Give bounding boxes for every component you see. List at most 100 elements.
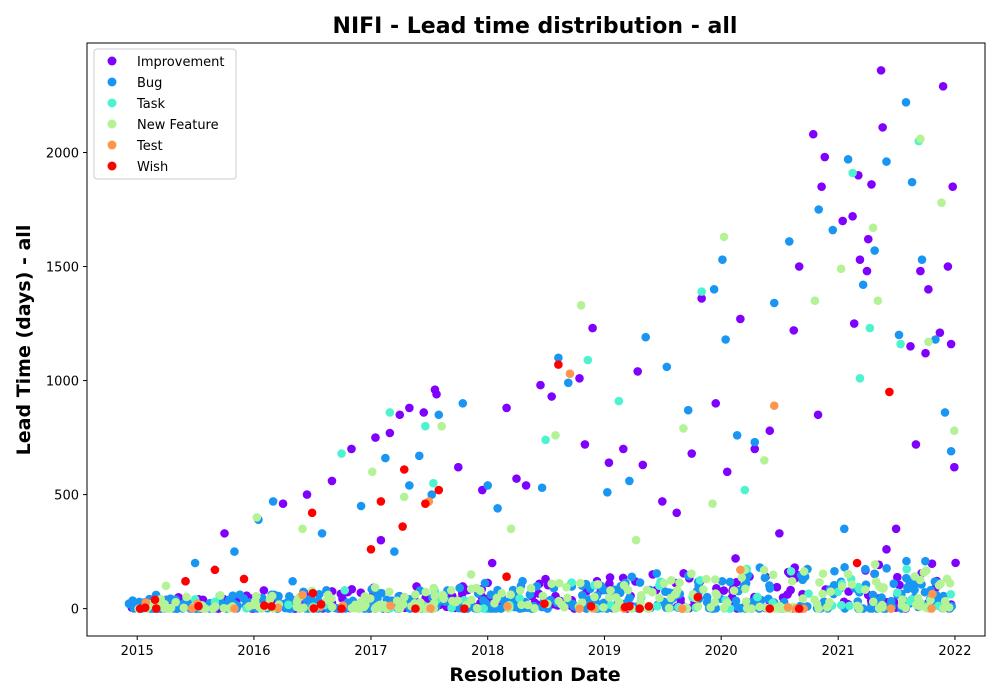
data-point — [924, 285, 933, 294]
data-point — [765, 426, 775, 436]
data-point — [432, 389, 441, 399]
data-point — [395, 604, 405, 613]
data-point — [575, 604, 584, 613]
x-tick-label: 2018 — [471, 644, 504, 659]
data-point — [877, 593, 886, 602]
data-point — [818, 589, 827, 599]
data-point — [150, 595, 160, 605]
data-point — [741, 584, 750, 594]
x-tick-label: 2015 — [121, 644, 154, 659]
data-point — [316, 600, 326, 609]
data-point — [949, 462, 959, 472]
data-point — [946, 446, 956, 456]
data-point — [210, 602, 220, 611]
data-point — [563, 593, 572, 603]
data-point — [267, 591, 277, 601]
data-point — [838, 216, 847, 226]
data-point — [919, 568, 929, 577]
y-axis-label: Lead Time (days) - all — [13, 225, 35, 456]
data-point — [852, 558, 862, 568]
data-point — [392, 596, 402, 606]
data-point — [541, 435, 550, 445]
data-point — [429, 478, 438, 488]
data-point — [799, 567, 809, 576]
data-point — [736, 565, 745, 575]
data-point — [411, 604, 420, 613]
data-point — [843, 569, 853, 579]
data-point — [765, 584, 775, 593]
data-point — [706, 603, 715, 612]
data-point — [216, 590, 225, 600]
data-point — [181, 576, 190, 586]
data-point — [907, 177, 917, 187]
data-point — [530, 603, 539, 613]
data-point — [161, 581, 171, 591]
data-point — [179, 603, 189, 613]
data-point — [804, 589, 813, 598]
data-point — [278, 499, 288, 509]
data-point — [826, 587, 835, 596]
data-point — [390, 547, 399, 556]
data-point — [878, 123, 887, 132]
data-point — [472, 583, 481, 593]
legend-marker — [107, 77, 117, 87]
data-point — [940, 408, 950, 417]
data-point — [536, 380, 545, 390]
data-point — [711, 589, 720, 598]
data-point — [886, 604, 896, 613]
data-point — [894, 330, 904, 340]
data-point — [820, 152, 830, 162]
x-tick-label: 2022 — [938, 644, 971, 659]
data-point — [562, 582, 571, 592]
data-point — [194, 601, 203, 611]
data-point — [515, 586, 525, 595]
data-point — [235, 590, 245, 599]
data-point — [386, 601, 395, 611]
data-point — [376, 535, 386, 545]
data-point — [604, 593, 614, 602]
data-point — [670, 590, 680, 599]
data-point — [455, 583, 464, 593]
data-point — [860, 585, 870, 594]
data-point — [586, 602, 596, 611]
data-point — [437, 421, 446, 431]
data-point — [523, 600, 533, 610]
data-point — [633, 367, 642, 376]
data-point — [868, 590, 878, 600]
data-point — [381, 453, 390, 463]
data-point — [625, 602, 634, 611]
data-point — [502, 572, 511, 581]
data-point — [871, 577, 881, 586]
data-point — [858, 280, 868, 290]
data-point — [867, 180, 876, 189]
data-point — [732, 430, 742, 440]
data-point — [719, 232, 729, 242]
data-point — [599, 603, 608, 612]
data-point — [855, 373, 865, 383]
data-point — [810, 595, 819, 605]
data-point — [288, 576, 297, 586]
x-tick-label: 2016 — [237, 644, 270, 659]
data-point — [483, 481, 493, 490]
data-point — [554, 353, 563, 363]
data-point — [862, 266, 872, 276]
data-point — [845, 601, 854, 611]
data-point — [882, 157, 891, 166]
data-point — [414, 451, 424, 461]
data-point — [814, 205, 824, 214]
data-point — [347, 584, 357, 594]
data-point — [910, 585, 919, 595]
data-point — [783, 603, 793, 612]
data-point — [490, 598, 499, 608]
data-point — [901, 573, 911, 583]
data-point — [493, 503, 502, 513]
data-point — [708, 499, 717, 509]
data-point — [327, 602, 337, 612]
data-point — [740, 485, 750, 495]
data-point — [911, 440, 921, 449]
data-point — [439, 594, 448, 603]
data-point — [371, 433, 380, 442]
data-point — [419, 408, 429, 417]
data-point — [783, 590, 792, 599]
data-point — [317, 529, 327, 538]
